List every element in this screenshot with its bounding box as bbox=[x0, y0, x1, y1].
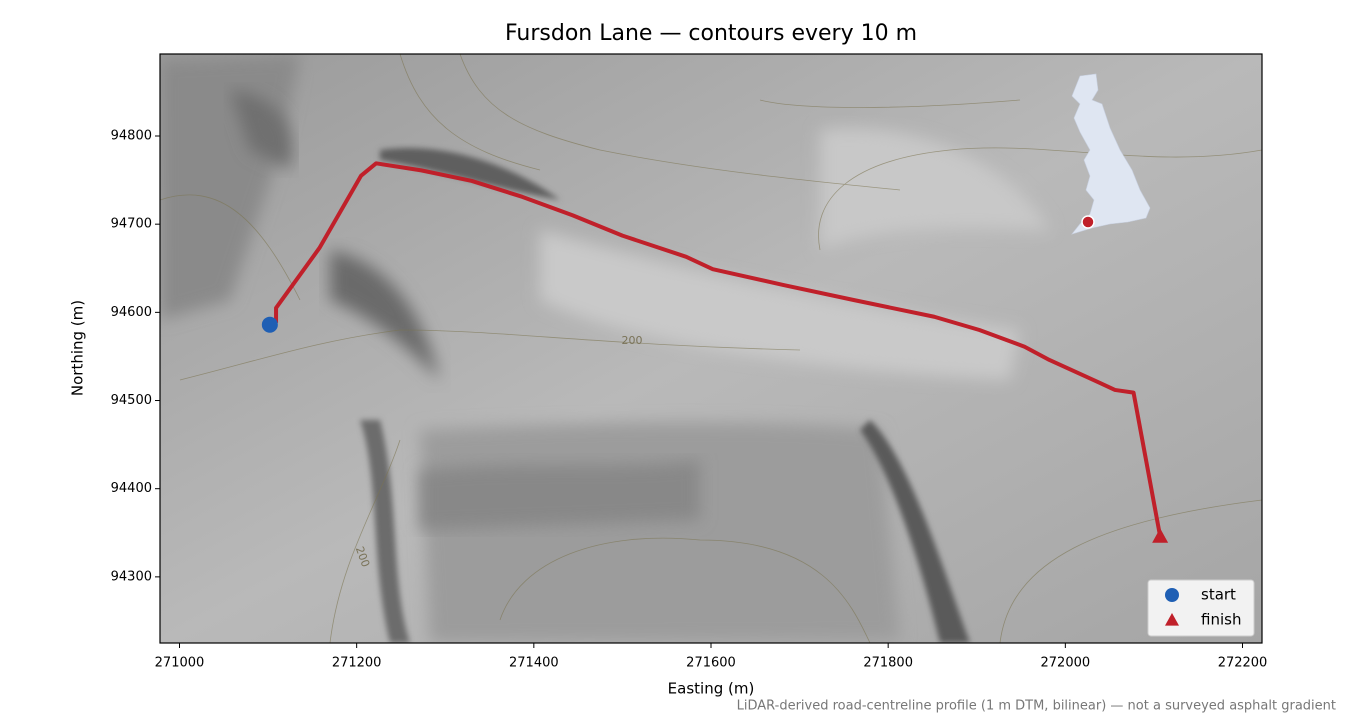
y-tick-label: 94800 bbox=[111, 129, 152, 144]
x-tick-label: 272000 bbox=[1041, 656, 1091, 671]
legend-symbol bbox=[1165, 588, 1179, 602]
inset-map bbox=[1071, 73, 1151, 235]
y-tick-label: 94600 bbox=[111, 305, 152, 320]
legend-symbol bbox=[1165, 613, 1179, 626]
x-tick-label: 271600 bbox=[686, 656, 736, 671]
legend-label: finish bbox=[1201, 611, 1241, 629]
legend: start finish bbox=[1147, 579, 1255, 637]
x-axis-label: Easting (m) bbox=[668, 680, 755, 698]
contour-label: 200 bbox=[622, 334, 643, 347]
y-axis-label: Northing (m) bbox=[69, 300, 87, 396]
x-tick-label: 271800 bbox=[863, 656, 913, 671]
y-tick-label: 94700 bbox=[111, 217, 152, 232]
y-tick-label: 94300 bbox=[111, 569, 152, 584]
start-marker bbox=[261, 316, 278, 333]
y-tick-label: 94400 bbox=[111, 481, 152, 496]
x-tick-label: 271200 bbox=[332, 656, 382, 671]
footnote: LiDAR-derived road-centreline profile (1… bbox=[737, 699, 1336, 714]
hillshade bbox=[160, 54, 1262, 643]
finish-marker bbox=[1152, 528, 1169, 543]
y-tick-label: 94500 bbox=[111, 393, 152, 408]
x-tick-label: 271000 bbox=[155, 656, 205, 671]
route-line bbox=[274, 161, 1163, 537]
legend-label: start bbox=[1201, 586, 1236, 604]
x-tick-label: 272200 bbox=[1218, 656, 1268, 671]
chart-title: Fursdon Lane — contours every 10 m bbox=[505, 21, 917, 46]
x-tick-label: 271400 bbox=[509, 656, 559, 671]
